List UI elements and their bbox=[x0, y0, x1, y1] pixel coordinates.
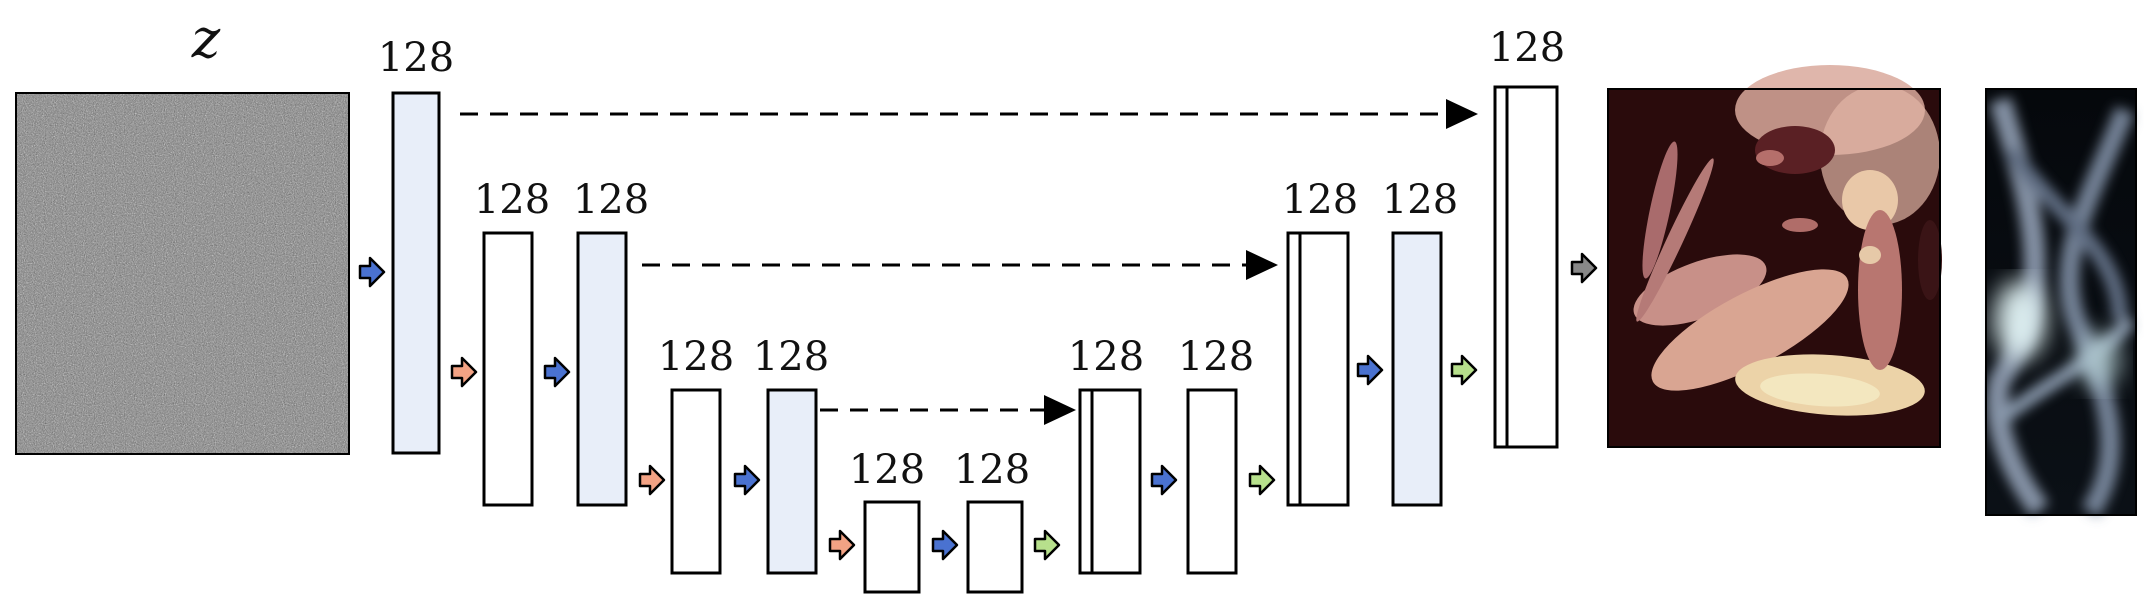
block-4-label: 128 bbox=[657, 334, 735, 380]
feature-block-1 bbox=[391, 91, 441, 455]
block-2-label: 128 bbox=[473, 177, 551, 223]
skip-connection-3 bbox=[820, 395, 1076, 425]
operation-arrow-icon-8 bbox=[1033, 529, 1061, 561]
feature-block-8 bbox=[1078, 388, 1142, 575]
operation-arrow-icon-9 bbox=[1150, 464, 1178, 496]
operation-arrow-icon-5 bbox=[733, 464, 761, 496]
feature-block-6 bbox=[863, 500, 921, 594]
skip-connection-2 bbox=[642, 250, 1278, 280]
operation-arrow-icon-2 bbox=[450, 356, 478, 388]
feature-block-4 bbox=[670, 388, 722, 575]
operation-arrow-icon-7 bbox=[931, 529, 959, 561]
block-12-label: 128 bbox=[1488, 25, 1566, 71]
block-1-label: 128 bbox=[377, 35, 455, 81]
feature-block-5 bbox=[766, 388, 818, 575]
input-noise-label: z bbox=[191, 7, 221, 70]
reconstruction-output-image bbox=[1607, 65, 1942, 448]
operation-arrow-icon-4 bbox=[638, 464, 666, 496]
operation-arrows bbox=[358, 252, 1598, 561]
feature-block-9 bbox=[1186, 388, 1238, 575]
block-8-label: 128 bbox=[1067, 334, 1145, 380]
block-6-label: 128 bbox=[848, 447, 926, 493]
operation-arrow-icon-6 bbox=[828, 529, 856, 561]
operation-arrow-icon-1 bbox=[358, 256, 386, 288]
block-5-label: 128 bbox=[752, 334, 830, 380]
operation-arrow-icon-3 bbox=[543, 356, 571, 388]
feature-block-10 bbox=[1286, 231, 1350, 507]
operation-arrow-icon-11 bbox=[1356, 354, 1384, 386]
block-9-label: 128 bbox=[1177, 334, 1255, 380]
feature-block-3 bbox=[576, 231, 628, 507]
operation-arrow-icon-10 bbox=[1248, 464, 1276, 496]
sinogram-image bbox=[1985, 88, 2137, 518]
feature-block-2 bbox=[482, 231, 534, 507]
operation-arrow-icon-13 bbox=[1570, 252, 1598, 284]
feature-block-12 bbox=[1493, 85, 1559, 449]
noise-input-image bbox=[15, 92, 350, 455]
operation-arrow-icon-12 bbox=[1450, 354, 1478, 386]
block-3-label: 128 bbox=[572, 177, 650, 223]
feature-block-7 bbox=[966, 500, 1024, 594]
feature-block-11 bbox=[1391, 231, 1443, 507]
skip-connection-1 bbox=[460, 99, 1478, 129]
block-11-label: 128 bbox=[1381, 177, 1459, 223]
feature-blocks bbox=[391, 85, 1559, 594]
block-10-label: 128 bbox=[1281, 177, 1359, 223]
block-7-label: 128 bbox=[953, 447, 1031, 493]
